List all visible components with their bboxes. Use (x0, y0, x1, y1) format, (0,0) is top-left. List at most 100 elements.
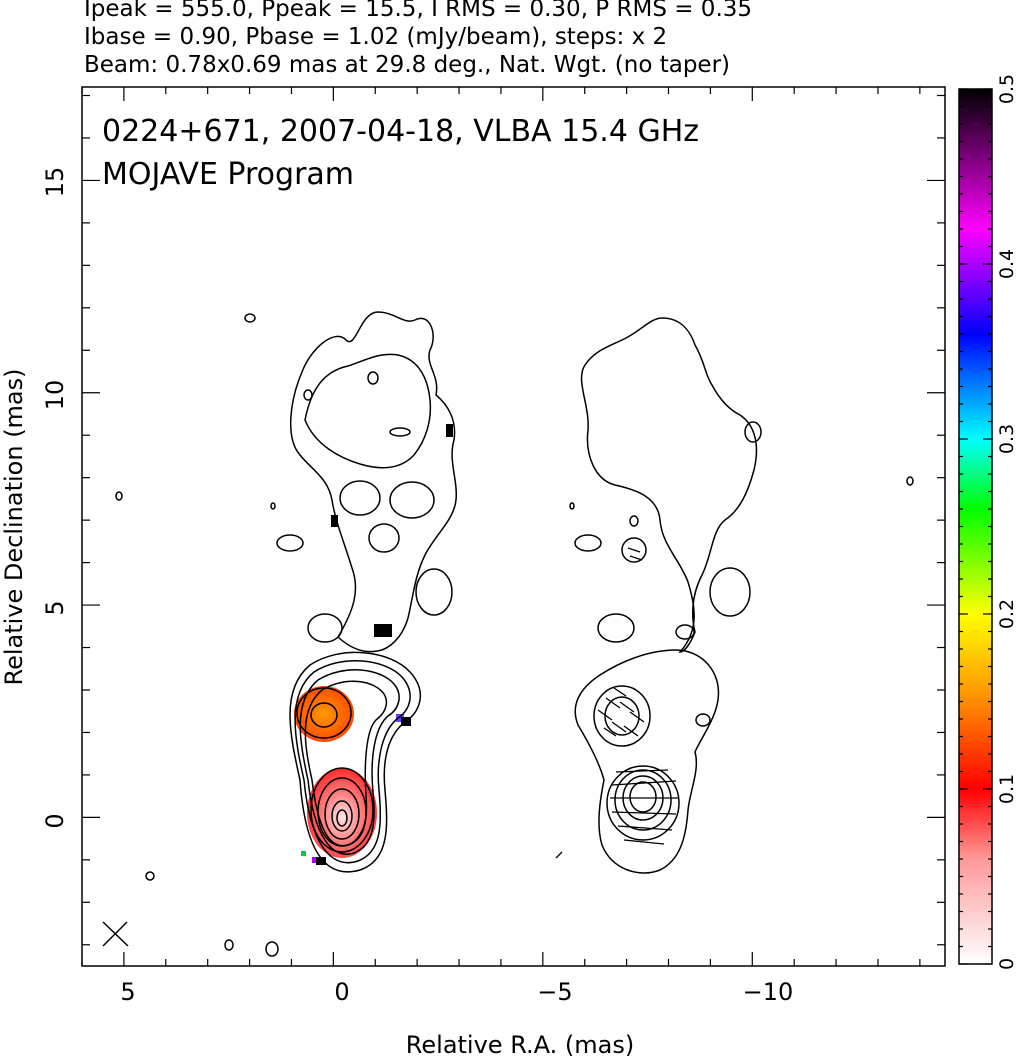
knot-contour-1 (593, 685, 651, 747)
contour-islet (597, 613, 635, 643)
chart-title: 0224+671, 2007-04-18, VLBA 15.4 GHz (102, 114, 699, 149)
color-pixel (301, 851, 306, 856)
colorbar-tick-label: 0.2 (996, 599, 1018, 629)
contour-islet (276, 534, 304, 552)
y-tick-label: 10 (41, 380, 69, 411)
contour-islet (695, 713, 711, 727)
black-pixel (331, 515, 338, 527)
x-tick-labels: 5 0 −5 −10 (120, 978, 793, 1006)
y-tick-labels: 0 5 10 15 (41, 167, 69, 829)
evpa-vector (617, 825, 673, 831)
x-tick-label: −5 (537, 978, 572, 1006)
colorbar-tick-label: 0 (996, 958, 1018, 970)
colorbar-tick-label: 0.3 (996, 424, 1018, 454)
core-contour-8 (331, 800, 353, 832)
evpa-vector (629, 711, 645, 723)
outer-contour-extended (580, 317, 758, 653)
contour-islet (339, 480, 381, 516)
colorbar-ticks (959, 88, 992, 965)
contour-islet (389, 427, 411, 437)
core-contour-7 (324, 788, 360, 840)
beam-marker (102, 921, 129, 947)
core-contour-9 (336, 809, 348, 827)
right-panel-contours (569, 317, 914, 874)
contour-islet (224, 939, 234, 951)
y-tick-label: 0 (41, 813, 69, 828)
evpa-vector (623, 839, 665, 845)
black-pixel (446, 424, 453, 437)
contour-islet (115, 491, 123, 501)
contour-islet (270, 502, 276, 510)
outer-contour-core (574, 649, 720, 874)
contour-islet (368, 523, 400, 553)
contour-islet (244, 313, 256, 323)
knot-contour-1 (296, 687, 352, 739)
contour-islet (145, 871, 155, 881)
evpa-vector (611, 721, 627, 733)
colorbar-tick-label: 0.4 (996, 249, 1018, 279)
left-panel-contours (115, 311, 457, 957)
evpa-vector (615, 769, 669, 773)
header-line-3: Beam: 0.78x0.69 mas at 29.8 deg., Nat. W… (84, 52, 730, 78)
knot-contour-2 (310, 702, 338, 728)
y-tick-label: 15 (41, 167, 69, 198)
evpa-vector (611, 811, 677, 815)
y-axis-title: Relative Declination (mas) (0, 368, 28, 685)
axis-ticks (81, 87, 945, 966)
contour-islet (415, 568, 453, 616)
core-contour-6 (317, 777, 367, 847)
core-contour-4 (629, 781, 657, 813)
outer-contour-extended (290, 311, 457, 653)
core-contour-2 (294, 660, 411, 864)
plot-frame (81, 86, 946, 967)
contour-islet (709, 567, 751, 617)
core-contour-2 (614, 769, 672, 831)
evpa-vector (613, 687, 627, 697)
color-pixel (396, 714, 404, 722)
colorbar-tick-labels: 0 0.1 0.2 0.3 0.4 0.5 (996, 74, 1018, 970)
core-contour-1 (289, 651, 422, 873)
evpa-vector (605, 697, 621, 709)
colorbar-tick-label: 0.5 (996, 74, 1018, 104)
header-line-1: Ipeak = 555.0, Ppeak = 15.5, I RMS = 0.3… (84, 0, 753, 22)
contour-islet (906, 476, 914, 486)
inner-contour-top (304, 353, 432, 469)
x-tick-label: −10 (743, 978, 794, 1006)
contour-islet (574, 534, 602, 552)
chart-subtitle: MOJAVE Program (102, 157, 354, 192)
beam-minor-axis (102, 921, 128, 947)
contour-islet (675, 624, 695, 640)
contour-islet (307, 613, 343, 643)
header-line-2: Ibase = 0.90, Pbase = 1.02 (mJy/beam), s… (84, 24, 668, 50)
contour-islet (367, 371, 379, 385)
contour-islet (303, 389, 313, 401)
core-contour-5 (310, 767, 374, 853)
colorbar-tick-label: 0.1 (996, 774, 1018, 804)
evpa-vector (597, 709, 613, 721)
contour-islet (629, 515, 639, 527)
x-tick-label: 0 (334, 978, 349, 1006)
contour-islet (744, 421, 762, 443)
contour-islet (621, 537, 647, 563)
evpa-vectors (555, 547, 678, 859)
x-tick-label: 5 (120, 978, 135, 1006)
evpa-vector (619, 701, 635, 713)
evpa-vector (627, 547, 641, 553)
contour-islet (389, 481, 435, 519)
contour-islet (265, 941, 279, 957)
evpa-vector (611, 780, 677, 786)
knot-color-fill (294, 686, 354, 742)
y-tick-label: 5 (41, 600, 69, 615)
x-axis-title: Relative R.A. (mas) (406, 1031, 634, 1059)
color-pixel (312, 857, 318, 863)
evpa-vector (555, 851, 563, 859)
color-pixel (316, 857, 326, 865)
core-contour-1 (606, 765, 680, 841)
evpa-vector (623, 725, 639, 737)
core-contour-3 (299, 669, 400, 855)
knot-contour-2 (604, 696, 640, 736)
evpa-vector (629, 555, 643, 561)
black-pixel (374, 624, 392, 637)
contour-islet (569, 502, 575, 510)
